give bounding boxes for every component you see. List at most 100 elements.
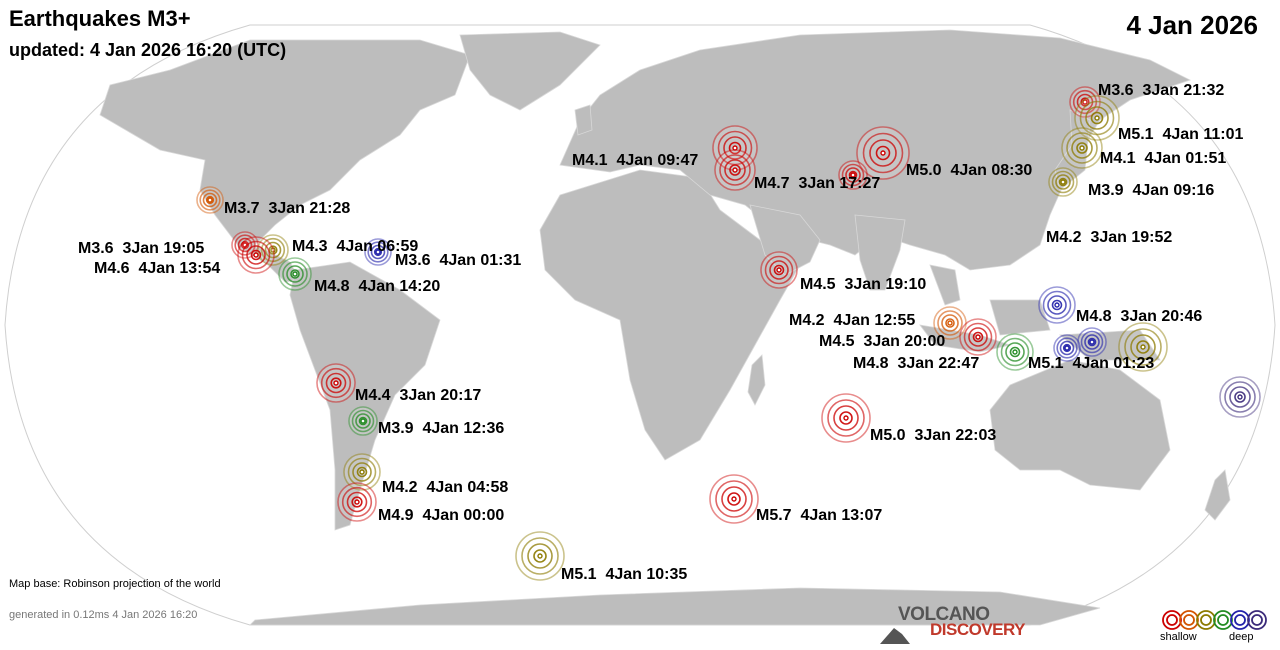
quake-label[interactable]: M5.0 4Jan 08:30 [906,162,1033,179]
quake-label[interactable]: M4.8 3Jan 22:47 [853,355,980,372]
quake-label[interactable]: M4.1 4Jan 01:51 [1100,150,1227,167]
quake-epicenter [880,150,886,156]
quake-ring [260,237,286,263]
quake-marker[interactable] [709,474,759,524]
quake-ring [945,318,955,328]
quake-ring [1066,132,1098,164]
quake-epicenter [1094,115,1100,121]
quake-ring [234,234,256,256]
quake-marker[interactable] [1074,95,1120,141]
quake-ring [1055,174,1071,190]
quake-label[interactable]: M3.6 3Jan 19:05 [78,240,205,257]
quake-ring [862,132,904,174]
quake-marker[interactable] [714,149,756,191]
quake-label[interactable]: M4.5 3Jan 20:00 [819,333,946,350]
quake-epicenter [333,380,339,386]
quake-ring [341,486,373,518]
quake-epicenter [843,415,849,421]
quake-marker[interactable] [1053,334,1081,362]
depth-legend: shallow deep [1160,608,1270,644]
quake-label[interactable]: M4.8 3Jan 20:46 [1076,308,1203,325]
legend-ring [1196,610,1216,630]
quake-ring [358,416,368,426]
quake-marker[interactable] [933,306,967,340]
quake-label[interactable]: M5.0 3Jan 22:03 [870,427,997,444]
quake-marker[interactable] [1118,322,1168,372]
quake-marker[interactable] [348,406,378,436]
quake-label[interactable]: M3.9 4Jan 09:16 [1088,182,1215,199]
quake-marker[interactable] [237,236,275,274]
quake-marker[interactable] [1048,167,1078,197]
quake-marker[interactable] [996,333,1034,371]
quake-label[interactable]: M4.7 3Jan 17:27 [754,175,881,192]
quake-marker[interactable] [337,482,377,522]
quake-label[interactable]: M4.4 3Jan 20:17 [355,387,482,404]
quake-label[interactable]: M5.7 4Jan 13:07 [756,507,883,524]
quake-label[interactable]: M5.1 4Jan 10:35 [561,566,688,583]
quake-marker[interactable] [278,257,312,291]
legend-ring [1234,614,1246,626]
legend-ring [1230,610,1250,630]
quake-label[interactable]: M5.1 4Jan 11:01 [1118,126,1244,143]
quake-marker[interactable] [515,531,565,581]
quake-ring [728,141,742,155]
quake-marker[interactable] [838,160,868,190]
quake-marker[interactable] [1219,376,1261,418]
quake-epicenter [732,167,738,173]
quake-markers [196,86,1261,581]
quake-ring [827,399,865,437]
quake-ring [764,255,794,285]
quake-epicenter [354,499,360,505]
quake-epicenter [1237,394,1243,400]
quake-ring [724,159,746,181]
quake-label[interactable]: M4.2 3Jan 19:52 [1046,229,1173,246]
quake-ring [1087,337,1097,347]
quake-ring [282,261,308,287]
quake-label[interactable]: M3.9 4Jan 12:36 [378,420,505,437]
quake-label[interactable]: M3.6 4Jan 01:31 [395,252,522,269]
quake-label[interactable]: M3.6 3Jan 21:32 [1098,82,1225,99]
quake-label[interactable]: M4.9 4Jan 00:00 [378,507,505,524]
quake-label[interactable]: M4.2 4Jan 12:55 [789,312,916,329]
map-base-note: Map base: Robinson projection of the wor… [9,578,221,590]
legend-shallow-label: shallow [1160,631,1197,643]
quake-ring [833,405,859,431]
quake-marker[interactable] [257,234,289,266]
quake-marker[interactable] [196,186,224,214]
legend-ring [1183,614,1195,626]
quake-ring [1051,299,1063,311]
quake-marker[interactable] [959,318,997,356]
quake-ring [719,154,751,186]
quake-label[interactable]: M4.1 4Jan 09:47 [572,152,699,169]
legend-ring [1213,610,1233,630]
volcano-discovery-logo[interactable]: VOLCANO DISCOVERY [880,604,1030,644]
logo-line-2: DISCOVERY [930,620,1026,639]
quake-ring [202,192,218,208]
quake-label[interactable]: M3.7 3Jan 21:28 [224,200,351,217]
quake-ring [521,537,559,575]
legend-ring [1247,610,1267,630]
quake-marker[interactable] [1077,327,1107,357]
quake-epicenter [360,418,366,424]
quake-label[interactable]: M4.3 4Jan 06:59 [292,238,419,255]
page-title: Earthquakes M3+ [9,6,191,31]
quake-label[interactable]: M4.5 3Jan 19:10 [800,276,927,293]
quake-marker[interactable] [1038,286,1076,324]
quake-marker[interactable] [316,363,356,403]
quake-label[interactable]: M4.6 4Jan 13:54 [94,260,221,277]
quake-marker[interactable] [364,238,392,266]
quake-ring [1136,340,1150,354]
quake-ring [199,189,221,211]
quake-marker[interactable] [1061,127,1103,169]
quake-label[interactable]: M5.1 4Jan 01:23 [1028,355,1155,372]
quake-epicenter [1079,145,1085,151]
quake-marker[interactable] [343,453,381,491]
quake-marker[interactable] [760,251,798,289]
quake-label[interactable]: M4.8 4Jan 14:20 [314,278,441,295]
quake-ring [373,247,383,257]
quake-label[interactable]: M4.2 4Jan 04:58 [382,479,509,496]
quake-ring [1042,290,1072,320]
quake-marker[interactable] [856,126,910,180]
quake-marker[interactable] [821,393,871,443]
quake-ring [727,492,741,506]
